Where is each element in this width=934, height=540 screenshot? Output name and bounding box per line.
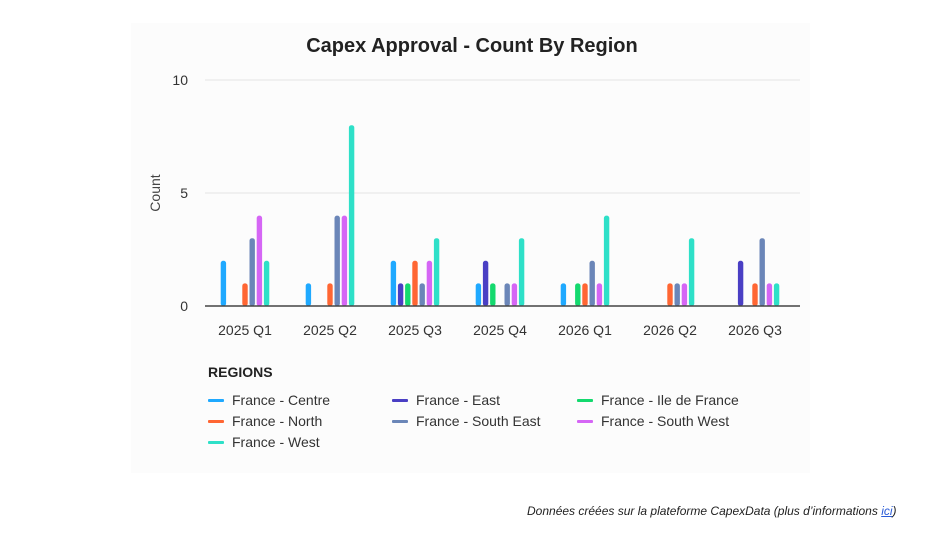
- bar: [482, 260, 489, 306]
- bar: [305, 283, 312, 306]
- y-tick-label: 10: [172, 72, 188, 88]
- bar: [412, 260, 418, 306]
- bar: [348, 125, 355, 306]
- bar: [433, 238, 440, 306]
- legend-swatch: [208, 440, 224, 444]
- x-tick-label: 2026 Q3: [728, 322, 782, 338]
- bar: [426, 260, 433, 306]
- legend-swatch: [392, 398, 408, 402]
- x-tick-label: 2025 Q2: [303, 322, 357, 338]
- bar: [327, 283, 333, 306]
- bar: [242, 283, 248, 306]
- x-tick-label: 2026 Q2: [643, 322, 697, 338]
- chart-title: Capex Approval - Count By Region: [306, 35, 638, 57]
- bar: [582, 283, 588, 306]
- x-tick-label: 2025 Q4: [473, 322, 527, 338]
- legend-item[interactable]: France - West: [208, 433, 320, 451]
- bar: [688, 238, 695, 306]
- legend-label: France - Ile de France: [601, 392, 739, 408]
- bar: [603, 215, 610, 306]
- x-tick-label: 2026 Q1: [558, 322, 612, 338]
- legend-swatch: [392, 419, 408, 423]
- legend-item[interactable]: France - South East: [392, 412, 541, 430]
- bar: [596, 283, 603, 306]
- bar: [681, 283, 688, 306]
- footer-close: ): [892, 504, 897, 518]
- legend-label: France - North: [232, 413, 323, 429]
- legend-swatch: [577, 419, 593, 423]
- bar: [766, 283, 773, 306]
- legend-label: France - South West: [601, 413, 730, 429]
- footer-note: Données créées sur la plateforme CapexDa…: [527, 504, 897, 518]
- legend-swatch: [577, 398, 593, 402]
- legend-item[interactable]: France - North: [208, 412, 322, 430]
- y-tick-label: 5: [180, 185, 188, 201]
- legend-swatch: [208, 419, 224, 423]
- bar: [518, 238, 525, 306]
- bar: [674, 283, 680, 306]
- bar: [490, 283, 496, 306]
- y-tick-label: 0: [180, 298, 188, 314]
- bar: [419, 283, 425, 306]
- bar: [511, 283, 518, 306]
- legend-item[interactable]: France - East: [392, 391, 500, 409]
- bar: [397, 283, 404, 306]
- x-tick-label: 2025 Q3: [388, 322, 442, 338]
- bar: [263, 260, 270, 306]
- chart-card: [131, 23, 810, 473]
- bar: [341, 215, 348, 306]
- footer-text: Données créées sur la plateforme CapexDa…: [527, 504, 882, 518]
- bar: [667, 283, 673, 306]
- info-link[interactable]: ici: [881, 504, 893, 518]
- legend-item[interactable]: France - Centre: [208, 391, 330, 409]
- bar: [589, 260, 595, 306]
- legend-label: France - West: [232, 434, 320, 450]
- legend-label: France - Centre: [232, 392, 331, 408]
- legend-label: France - South East: [416, 413, 541, 429]
- bar: [334, 215, 340, 306]
- bar: [560, 283, 567, 306]
- x-tick-label: 2025 Q1: [218, 322, 272, 338]
- legend-swatch: [208, 398, 224, 402]
- bar: [390, 260, 397, 306]
- bar: [504, 283, 510, 306]
- bar: [773, 283, 780, 306]
- bar: [759, 238, 765, 306]
- bar: [752, 283, 758, 306]
- legend-item[interactable]: France - South West: [577, 412, 729, 430]
- legend-title: REGIONS: [208, 364, 273, 380]
- bar: [256, 215, 263, 306]
- y-axis-label: Count: [147, 174, 163, 211]
- bar: [405, 283, 411, 306]
- legend-item[interactable]: France - Ile de France: [577, 391, 739, 409]
- bar: [475, 283, 482, 306]
- legend-label: France - East: [416, 392, 501, 408]
- bar: [220, 260, 227, 306]
- bar: [575, 283, 581, 306]
- bar: [737, 260, 744, 306]
- bar: [249, 238, 255, 306]
